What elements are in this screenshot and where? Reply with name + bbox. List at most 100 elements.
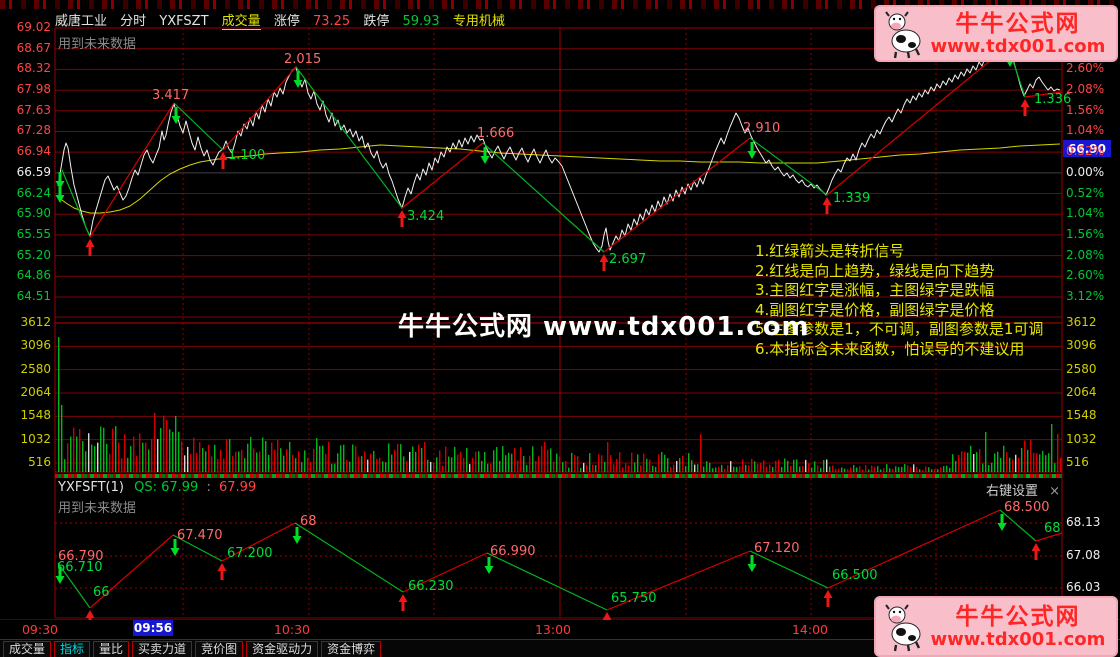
volume-bar <box>319 446 321 472</box>
percent-axis-label: 2.08% <box>1066 82 1105 97</box>
industry-tag[interactable]: 专用机械 <box>452 14 505 29</box>
volume-bar <box>601 455 603 472</box>
volume-bar <box>289 441 291 472</box>
price-axis-label: 66.94 <box>16 144 51 159</box>
volume-bar <box>157 439 159 472</box>
volume-bar <box>397 443 399 472</box>
volume-bar <box>766 466 768 472</box>
signal-tick-strip <box>55 474 1062 478</box>
volume-bar <box>859 466 861 472</box>
volume-bar <box>907 465 909 472</box>
volume-bar <box>1057 434 1059 472</box>
volume-bar <box>838 468 840 472</box>
volume-bar <box>532 446 534 472</box>
volume-bar <box>790 465 792 472</box>
volume-bar <box>208 444 210 472</box>
zigzag-segment <box>172 534 223 562</box>
tab-active-指标[interactable]: 指标 <box>54 640 91 657</box>
price-axis-label: 64.51 <box>16 289 51 303</box>
volume-bar <box>70 436 72 472</box>
close-icon[interactable]: × <box>1049 484 1061 499</box>
pivot-value-label: 1.666 <box>477 126 515 141</box>
volume-bar <box>730 461 732 472</box>
tab-买卖力道[interactable]: 买卖力道 <box>132 640 193 657</box>
volume-bar <box>151 438 153 472</box>
volume-bar <box>442 465 444 472</box>
volume-bar <box>586 464 588 472</box>
volume-bar <box>130 446 132 472</box>
volume-bar <box>625 463 627 472</box>
zigzag-segment <box>999 509 1037 542</box>
volume-bar <box>1030 439 1032 472</box>
volume-bar <box>757 463 759 472</box>
volume-bar <box>295 458 297 472</box>
zigzag-segment <box>827 509 1001 589</box>
volume-bar <box>247 443 249 472</box>
volume-bar <box>793 459 795 472</box>
price-axis-label: 67.28 <box>16 123 51 138</box>
volume-bar <box>562 462 564 472</box>
tab-竞价图[interactable]: 竞价图 <box>195 640 244 657</box>
view-label: 分时 <box>120 14 147 29</box>
volume-bar <box>445 446 447 472</box>
volume-bar <box>592 464 594 472</box>
volume-bar <box>373 450 375 472</box>
volume-bar <box>865 465 867 472</box>
main-indicator-name[interactable]: YXFSZT <box>159 14 209 29</box>
volume-bar <box>514 448 516 472</box>
volume-bar <box>853 464 855 472</box>
volume-bar <box>895 466 897 472</box>
volume-bar <box>553 461 555 472</box>
volume-bar <box>1027 449 1029 472</box>
tab-成交量[interactable]: 成交量 <box>3 640 52 657</box>
zigzag-segment <box>603 137 751 253</box>
tab-资金博弈[interactable]: 资金博弈 <box>321 640 382 657</box>
volume-indicator-link[interactable]: 成交量 <box>221 14 261 30</box>
reversal-up-arrow-icon <box>217 563 227 580</box>
volume-bar <box>946 465 948 472</box>
pivot-value-label: 67.200 <box>227 546 273 561</box>
volume-bar <box>796 459 798 472</box>
qs-value-green: 67.99 <box>161 480 199 495</box>
tab-量比[interactable]: 量比 <box>93 640 130 657</box>
volume-bar <box>334 463 336 472</box>
volume-bar <box>205 451 207 472</box>
pivot-value-label: 2.015 <box>284 52 322 67</box>
volume-bar <box>349 461 351 472</box>
volume-bar <box>631 452 633 472</box>
volume-bar <box>880 469 882 472</box>
volume-bar <box>715 467 717 472</box>
volume-bar <box>403 456 405 472</box>
sub-indicator-name[interactable]: YXFSFT(1) <box>58 480 124 495</box>
volume-bar <box>721 464 723 472</box>
reversal-up-arrow-icon <box>599 254 609 271</box>
volume-bar <box>412 446 414 472</box>
reversal-down-arrow-icon <box>997 514 1007 531</box>
volume-bar <box>523 455 525 472</box>
volume-bar <box>439 450 441 472</box>
volume-bar <box>622 467 624 472</box>
context-menu-hint: 右键设置 × <box>986 480 1060 499</box>
volume-bar <box>748 465 750 472</box>
cow-mascot-icon <box>885 603 921 651</box>
tab-资金驱动力[interactable]: 资金驱动力 <box>246 640 319 657</box>
qs-label: QS: <box>134 480 157 495</box>
volume-bar <box>610 454 612 472</box>
reversal-up-arrow-icon <box>1031 543 1041 560</box>
volume-bar <box>67 443 69 472</box>
volume-axis-label: 1032 <box>1066 431 1097 446</box>
zigzag-segment <box>173 102 224 151</box>
zigzag-segment <box>1024 91 1063 98</box>
volume-bar <box>658 454 660 472</box>
volume-bar <box>478 451 480 472</box>
volume-bar <box>454 446 456 472</box>
reversal-up-arrow-icon <box>218 152 228 169</box>
volume-bar <box>424 442 426 472</box>
volume-bar <box>124 433 126 472</box>
right-click-settings-link[interactable]: 右键设置 <box>986 484 1039 499</box>
time-axis: 09:30 10:30 13:00 14:00 09:56 <box>0 620 1120 639</box>
volume-bar <box>307 457 309 472</box>
volume-bar <box>871 465 873 472</box>
pivot-value-label: 66.710 <box>57 560 103 575</box>
volume-bar <box>346 459 348 472</box>
